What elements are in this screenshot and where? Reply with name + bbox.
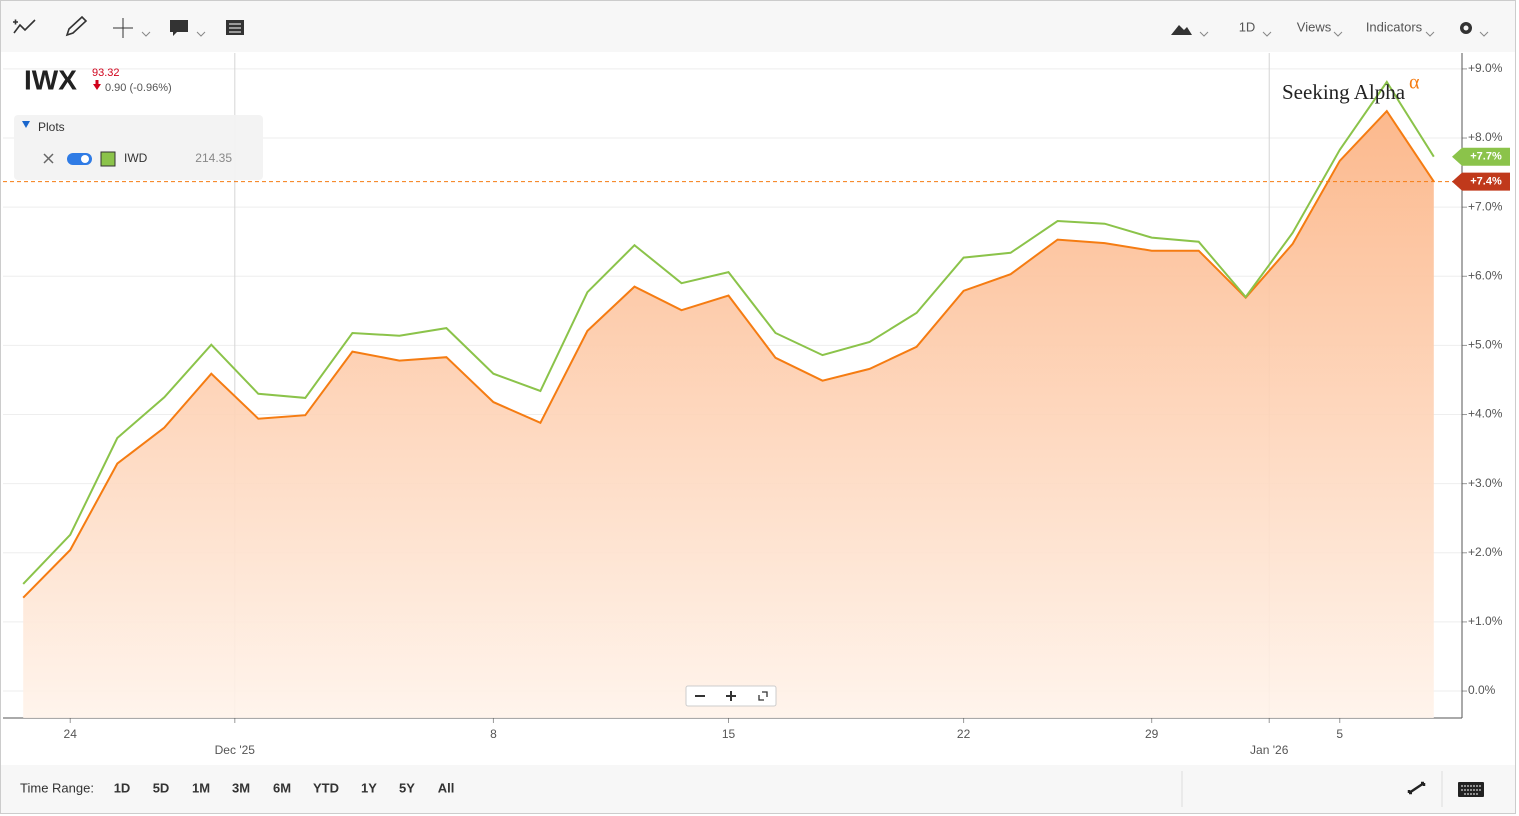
- y-tick-label: +7.0%: [1468, 199, 1503, 213]
- x-tick-label: 5: [1336, 727, 1343, 741]
- keyboard-keys: [1461, 785, 1481, 795]
- y-tick-label: +9.0%: [1468, 61, 1503, 75]
- comment-icon[interactable]: [170, 20, 188, 36]
- last-value-badge: [1452, 172, 1510, 191]
- toolbar-icons: [13, 15, 1489, 38]
- range-bar: [1, 765, 1515, 813]
- zoom-reset[interactable]: [758, 691, 768, 701]
- down-arrow: [93, 80, 101, 90]
- range-button[interactable]: 3M: [232, 780, 250, 795]
- y-tick-label: +8.0%: [1468, 130, 1503, 144]
- interval-button[interactable]: 1D: [1239, 19, 1256, 34]
- zoom-in[interactable]: [726, 691, 736, 701]
- plot-name: IWD: [124, 151, 148, 165]
- series-group: [22, 80, 1435, 718]
- range-label: Time Range:: [20, 780, 94, 795]
- ticker: IWX: [24, 64, 77, 95]
- line: [22, 109, 1435, 599]
- y-tick-label: +6.0%: [1468, 268, 1503, 282]
- y-tick-label: +2.0%: [1468, 545, 1503, 559]
- watermark-symbol: α: [1409, 72, 1420, 94]
- range-buttons: 1D 5D 1M 3M 6M YTD 1Y 5Y All: [114, 780, 455, 795]
- x-tick-label: 24: [64, 727, 78, 741]
- table-icon-lines: [229, 23, 241, 33]
- plot-area: 0.0% +1.0% +2.0% +3.0% +4.0% +5.0% +6.0% +7.0% +…: [3, 53, 1510, 757]
- range-button[interactable]: 5Y: [399, 780, 415, 795]
- month-label: Dec '25: [215, 743, 256, 757]
- range-button[interactable]: 1D: [114, 780, 131, 795]
- area: [23, 111, 1434, 718]
- fullscreen[interactable]: [1407, 781, 1426, 795]
- y-tick-label: +3.0%: [1468, 476, 1503, 490]
- range-button[interactable]: 1Y: [361, 780, 377, 795]
- range-button[interactable]: 5D: [153, 780, 170, 795]
- line: [22, 80, 1435, 585]
- draw-line-icon[interactable]: [13, 19, 36, 34]
- crosshair-icon[interactable]: [113, 18, 133, 38]
- last-value-label: +7.4%: [1470, 175, 1502, 187]
- x-tick-label: 8: [490, 727, 497, 741]
- settings-icon-hole: [1463, 25, 1469, 31]
- pencil-icon[interactable]: [65, 15, 88, 37]
- x-tick-label: 29: [1145, 727, 1159, 741]
- last-value-badge: [1452, 147, 1510, 166]
- range-button[interactable]: YTD: [313, 780, 339, 795]
- y-tick-label: +5.0%: [1468, 338, 1503, 352]
- plot-color: [100, 151, 116, 167]
- toolbar: [1, 1, 1515, 52]
- toggle-knob: [81, 155, 89, 163]
- chart-type-icon[interactable]: [1171, 25, 1192, 35]
- range-button[interactable]: All: [438, 780, 455, 795]
- range-button[interactable]: 1M: [192, 780, 210, 795]
- x-tick-label: 15: [722, 727, 736, 741]
- remove-plot[interactable]: [43, 153, 54, 164]
- y-tick-label: +4.0%: [1468, 407, 1503, 421]
- plots-title: Plots: [38, 120, 65, 134]
- y-tick-label: 0.0%: [1468, 683, 1496, 697]
- y-tick-label: +1.0%: [1468, 614, 1503, 628]
- range-button[interactable]: 6M: [273, 780, 291, 795]
- indicators-button[interactable]: Indicators: [1366, 19, 1423, 34]
- separators: [1181, 771, 1443, 807]
- dropdown-arrows: [141, 31, 1489, 37]
- watermark: Seeking Alpha: [1282, 80, 1406, 104]
- month-label: Jan '26: [1250, 743, 1289, 757]
- x-tick-label: 22: [957, 727, 971, 741]
- price: 93.32: [92, 67, 120, 79]
- price-change: 0.90 (-0.96%): [105, 82, 172, 94]
- views-button[interactable]: Views: [1297, 19, 1332, 34]
- last-value-label: +7.7%: [1470, 151, 1502, 163]
- plus-icon: [13, 19, 18, 25]
- plot-price: 214.35: [195, 151, 232, 165]
- collapse-arrow[interactable]: [22, 121, 30, 128]
